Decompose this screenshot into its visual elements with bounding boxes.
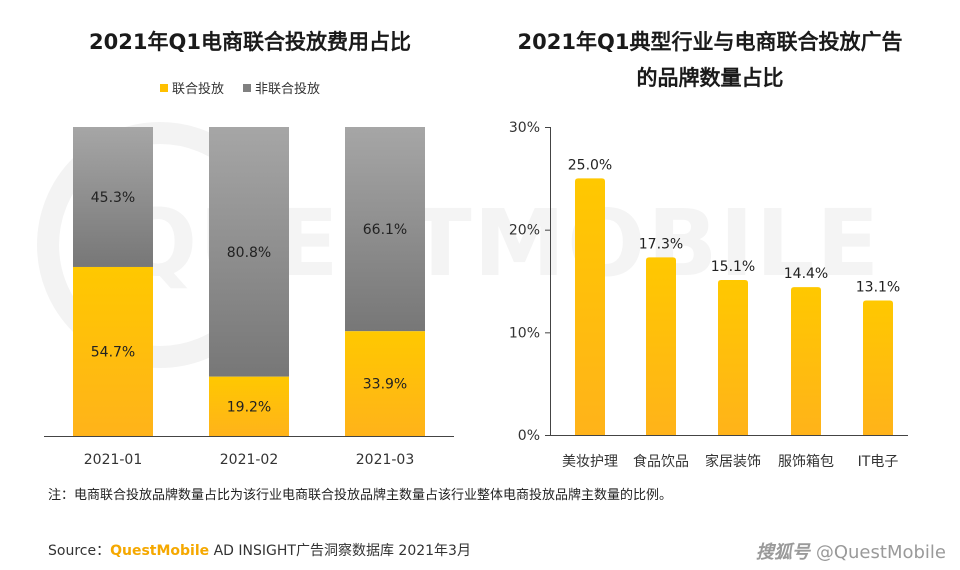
right-chart-title-line1: 2021年Q1典型行业与电商联合投放广告: [517, 30, 903, 54]
bar: [718, 279, 748, 435]
source-rest: AD INSIGHT广告洞察数据库 2021年3月: [209, 543, 471, 559]
x-tick-label: 2021-02: [220, 452, 279, 468]
data-label-joint: 54.7%: [91, 344, 135, 360]
bar-segment-joint: [209, 376, 289, 436]
source-prefix: Source：: [48, 543, 111, 559]
source-brand: QuestMobile: [110, 543, 210, 559]
left-stacked-bar-chart: 联合投放 非联合投放 45.3% 54.7% 2021-01 80.8% 19.2% 2021…: [44, 81, 454, 468]
data-label: 25.0%: [568, 157, 612, 173]
y-tick-label: 10%: [509, 325, 540, 341]
data-label: 13.1%: [856, 280, 900, 296]
data-label-joint: 19.2%: [227, 399, 271, 415]
legend-label-joint: 联合投放: [172, 81, 224, 97]
bar-segment-joint: [73, 266, 153, 436]
y-tick-label: 30%: [509, 120, 540, 136]
right-chart-title-line2: 的品牌数量占比: [636, 66, 784, 90]
data-label-nonjoint: 66.1%: [363, 222, 407, 238]
watermark-text: @QuestMobile: [815, 542, 946, 563]
data-label-nonjoint: 80.8%: [227, 245, 271, 261]
x-tick-label: 食品饮品: [633, 453, 689, 470]
data-label: 14.4%: [784, 266, 828, 282]
x-tick-label: 家居装饰: [705, 453, 761, 470]
bar: [863, 300, 893, 435]
bar: [791, 287, 821, 435]
data-label: 17.3%: [639, 236, 683, 252]
source-line: Source：QuestMobile AD INSIGHT广告洞察数据库 202…: [48, 540, 471, 560]
sohu-logo: 搜狐号: [755, 542, 810, 563]
x-tick-label: 2021-03: [356, 452, 415, 468]
bar: [646, 257, 676, 435]
left-chart-title: 2021年Q1电商联合投放费用占比: [89, 30, 411, 54]
footnote: 注：电商联合投放品牌数量占比为该行业电商联合投放品牌主数量占该行业整体电商投放品…: [48, 488, 673, 503]
x-tick-label: IT电子: [858, 454, 899, 470]
bar-segment-nonjoint: [345, 127, 425, 332]
x-tick-label: 美妆护理: [562, 454, 618, 470]
data-label-nonjoint: 45.3%: [91, 190, 135, 206]
legend-swatch-joint: [160, 84, 168, 92]
data-label-joint: 33.9%: [363, 377, 407, 393]
legend: 联合投放 非联合投放: [160, 81, 320, 97]
y-tick-label: 20%: [509, 223, 540, 239]
bar-segment-nonjoint: [209, 127, 289, 377]
background-watermark: QUESTMOBILE: [37, 122, 879, 368]
data-label: 15.1%: [711, 259, 755, 275]
x-tick-label: 服饰箱包: [778, 454, 834, 470]
bar: [575, 178, 605, 436]
legend-swatch-nonjoint: [243, 84, 251, 92]
bar-segment-joint: [345, 331, 425, 436]
corner-watermark: 搜狐号 @QuestMobile: [756, 538, 946, 564]
y-tick-label: 0%: [518, 428, 540, 444]
legend-label-nonjoint: 非联合投放: [255, 81, 320, 97]
x-tick-label: 2021-01: [84, 452, 143, 468]
bar-segment-nonjoint: [73, 127, 153, 267]
right-bar-chart: 0% 10% 20% 30% 25.0% 美妆护理 17.3% 食品饮品 15.1% 家居装饰 14…: [509, 120, 908, 470]
right-chart-title: 2021年Q1典型行业与电商联合投放广告 的品牌数量占比: [490, 24, 930, 96]
